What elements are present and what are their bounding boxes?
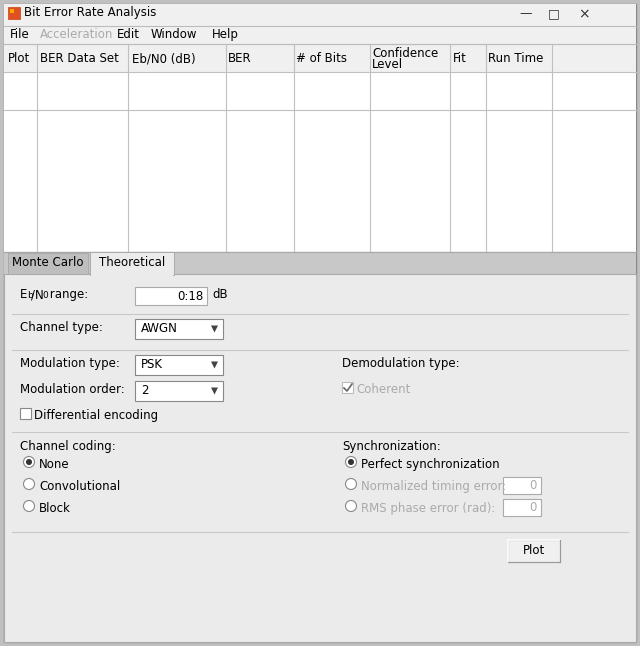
Text: BER Data Set: BER Data Set	[40, 52, 119, 65]
Bar	[90, 252, 174, 275]
Bar	[508, 540, 560, 562]
Text: 0: 0	[530, 501, 537, 514]
Text: None: None	[39, 458, 70, 471]
Bar	[8, 7, 20, 19]
Text: —: —	[519, 7, 531, 20]
Circle shape	[27, 460, 31, 464]
Text: Theoretical: Theoretical	[99, 256, 165, 269]
Text: File: File	[10, 28, 29, 41]
Text: Help: Help	[212, 28, 239, 41]
Text: b: b	[27, 291, 33, 300]
Bar	[4, 252, 636, 274]
Circle shape	[349, 460, 353, 464]
Text: # of Bits: # of Bits	[296, 52, 347, 65]
Circle shape	[24, 457, 35, 468]
Bar	[135, 381, 223, 401]
Text: Eb/N0 (dB): Eb/N0 (dB)	[132, 52, 196, 65]
Text: Plot: Plot	[8, 52, 30, 65]
Bar	[4, 4, 636, 26]
Bar	[20, 408, 31, 419]
Text: Level: Level	[372, 58, 403, 71]
Text: 2: 2	[141, 384, 148, 397]
Circle shape	[24, 501, 35, 512]
Text: Acceleration: Acceleration	[40, 28, 113, 41]
Text: Plot: Plot	[523, 545, 545, 557]
Circle shape	[346, 479, 356, 490]
Text: Confidence: Confidence	[372, 47, 438, 60]
Bar	[91, 274, 173, 276]
Bar	[135, 287, 207, 305]
Bar	[503, 499, 541, 516]
Text: RMS phase error (rad):: RMS phase error (rad):	[361, 502, 495, 515]
Text: AWGN: AWGN	[141, 322, 178, 335]
Text: Bit Error Rate Analysis: Bit Error Rate Analysis	[24, 6, 156, 19]
Text: Differential encoding: Differential encoding	[34, 409, 158, 422]
Text: Window: Window	[151, 28, 198, 41]
Text: ×: ×	[578, 7, 589, 21]
Text: Block: Block	[39, 502, 71, 515]
Text: Run Time: Run Time	[488, 52, 543, 65]
Text: Fit: Fit	[453, 52, 467, 65]
Text: Convolutional: Convolutional	[39, 480, 120, 493]
Text: PSK: PSK	[141, 359, 163, 371]
Bar	[4, 44, 636, 72]
Circle shape	[24, 479, 35, 490]
Text: Edit: Edit	[117, 28, 140, 41]
Bar	[135, 319, 223, 339]
Text: Channel coding:: Channel coding:	[20, 440, 116, 453]
Text: Channel type:: Channel type:	[20, 321, 103, 334]
Text: Demodulation type:: Demodulation type:	[342, 357, 460, 370]
Bar	[4, 274, 636, 642]
Text: □: □	[548, 7, 560, 20]
Text: dB: dB	[212, 288, 228, 301]
Bar	[135, 355, 223, 375]
Circle shape	[346, 457, 356, 468]
Text: Synchronization:: Synchronization:	[342, 440, 441, 453]
Text: Coherent: Coherent	[356, 383, 410, 396]
Polygon shape	[211, 388, 218, 395]
Text: Modulation order:: Modulation order:	[20, 383, 125, 396]
Text: 0: 0	[42, 291, 48, 300]
Bar	[503, 477, 541, 494]
Text: range:: range:	[46, 288, 88, 301]
Text: Normalized timing error:: Normalized timing error:	[361, 480, 506, 493]
Text: 0: 0	[530, 479, 537, 492]
Circle shape	[346, 501, 356, 512]
Text: Monte Carlo: Monte Carlo	[12, 256, 84, 269]
Bar	[4, 26, 636, 44]
Text: Perfect synchronization: Perfect synchronization	[361, 458, 500, 471]
Text: /N: /N	[31, 288, 44, 301]
Bar	[10, 9, 14, 13]
Polygon shape	[211, 326, 218, 333]
Bar	[8, 253, 88, 274]
Polygon shape	[211, 362, 218, 368]
Bar	[342, 382, 353, 393]
Text: 0:18: 0:18	[177, 289, 203, 302]
Text: BER: BER	[228, 52, 252, 65]
Bar	[4, 44, 636, 252]
Text: E: E	[20, 288, 28, 301]
Text: Modulation type:: Modulation type:	[20, 357, 120, 370]
